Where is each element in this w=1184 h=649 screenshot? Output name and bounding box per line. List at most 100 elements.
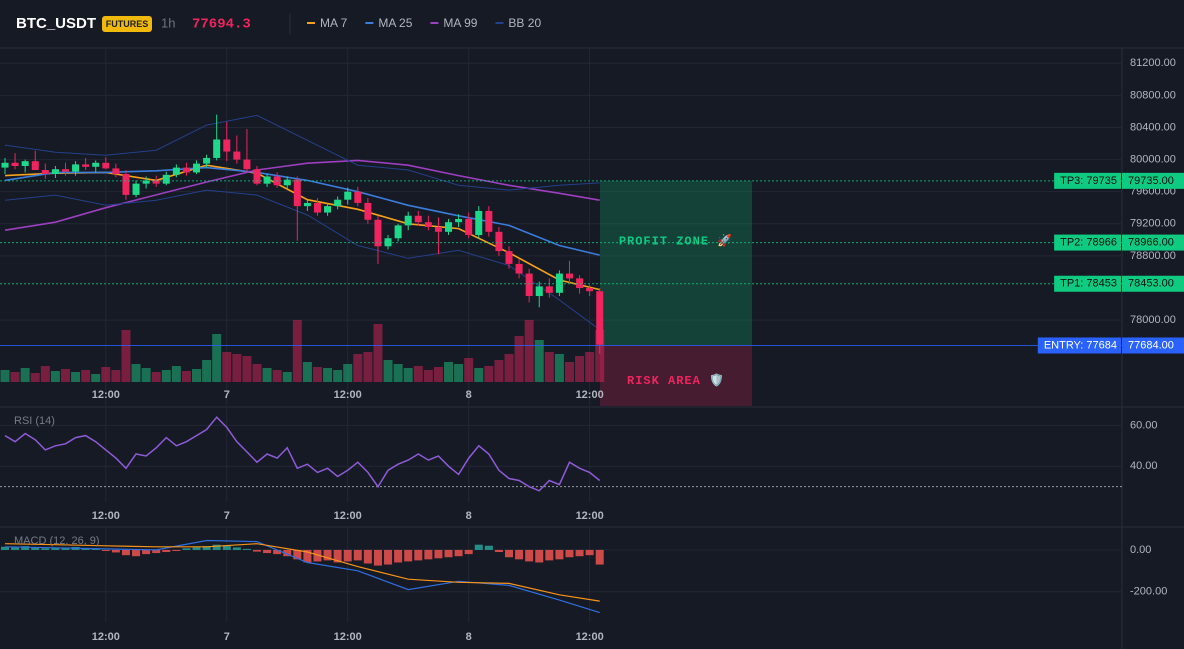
overlay-line bbox=[4, 159, 600, 231]
level-value-bg bbox=[1122, 234, 1184, 251]
histogram-bar bbox=[283, 549, 292, 557]
histogram-bar bbox=[232, 547, 241, 550]
histogram-bar bbox=[384, 549, 393, 565]
histogram-bar bbox=[414, 549, 423, 561]
candle-body bbox=[455, 218, 463, 223]
legend-label: MA 25 bbox=[378, 16, 412, 30]
histogram-bar bbox=[51, 547, 60, 550]
volume-bar bbox=[585, 352, 595, 382]
volume-bar bbox=[464, 358, 474, 382]
x-tick-label: 12:00 bbox=[334, 389, 362, 401]
zone bbox=[600, 345, 752, 406]
x-tick-label: 7 bbox=[224, 631, 230, 643]
histogram-bar bbox=[333, 549, 342, 563]
volume-bar bbox=[91, 374, 101, 382]
histogram-bar bbox=[303, 549, 312, 563]
candle-body bbox=[162, 174, 170, 184]
volume-bar bbox=[202, 360, 212, 382]
x-tick-label: 12:00 bbox=[334, 631, 362, 643]
y-tick-label: 81200.00 bbox=[1130, 57, 1176, 69]
candle-body bbox=[576, 278, 584, 289]
histogram-bar bbox=[474, 544, 483, 550]
volume-bar bbox=[40, 366, 50, 382]
y-tick-label: 80800.00 bbox=[1130, 89, 1176, 101]
candle-body bbox=[31, 161, 39, 171]
level-value: 78453.00 bbox=[1128, 278, 1174, 290]
histogram-bar bbox=[81, 548, 90, 550]
histogram-bar bbox=[363, 549, 372, 564]
candle-body bbox=[293, 179, 301, 207]
histogram-bar bbox=[111, 549, 120, 553]
histogram-bar bbox=[263, 549, 272, 554]
candle-body bbox=[565, 273, 573, 279]
candle-body bbox=[424, 222, 432, 227]
symbol: BTC_USDT bbox=[16, 15, 96, 32]
volume-bar bbox=[524, 320, 534, 382]
x-tick-label: 7 bbox=[224, 510, 230, 522]
histogram-bar bbox=[142, 549, 151, 555]
histogram-bar bbox=[565, 549, 574, 558]
candle-body bbox=[515, 263, 523, 274]
pane: PROFIT ZONE 🚀 RISK AREA 🛡️ 81200.00 80800.0… bbox=[0, 48, 1184, 406]
volume-bar bbox=[333, 370, 343, 382]
candle-body bbox=[485, 210, 493, 232]
level-value: 78966.00 bbox=[1128, 236, 1174, 248]
rsi-line bbox=[4, 416, 601, 492]
volume-bar bbox=[20, 368, 30, 382]
candle-body bbox=[334, 199, 342, 207]
x-tick-label: 12:00 bbox=[576, 510, 604, 522]
legend-label: BB 20 bbox=[508, 16, 541, 30]
volume-bar bbox=[131, 364, 141, 382]
level-label: ENTRY: 77684 bbox=[1044, 339, 1117, 351]
y-tick-label: 40.00 bbox=[1130, 460, 1158, 472]
candle-body bbox=[253, 169, 261, 184]
candle-body bbox=[41, 170, 49, 175]
histogram-bar bbox=[525, 549, 534, 562]
overlay-line bbox=[4, 166, 600, 256]
candle-body bbox=[11, 162, 19, 166]
level-value-bg bbox=[1122, 172, 1184, 189]
volume-bar bbox=[272, 370, 282, 382]
y-tick-label: 80000.00 bbox=[1130, 153, 1176, 165]
volume-bar bbox=[575, 356, 585, 382]
volume-bar bbox=[161, 370, 171, 382]
volume-bar bbox=[10, 372, 20, 382]
level-label-bg bbox=[1054, 172, 1121, 189]
level-value: 79735.00 bbox=[1128, 175, 1174, 187]
interval: 1h bbox=[161, 15, 175, 30]
candle-body bbox=[324, 206, 332, 213]
volume-bar bbox=[302, 362, 312, 382]
volume-bar bbox=[564, 362, 574, 382]
histogram-bar bbox=[192, 547, 201, 550]
histogram-bar bbox=[101, 549, 110, 551]
candle-body bbox=[233, 151, 241, 160]
level-label: TP3: 79735 bbox=[1060, 175, 1117, 187]
volume-bar bbox=[433, 367, 443, 382]
candle-body bbox=[586, 288, 594, 292]
volume-bar bbox=[60, 369, 70, 382]
y-tick-label: 0.00 bbox=[1130, 544, 1151, 556]
volume-bar bbox=[0, 370, 10, 382]
pane: 60.00 40.00 12:00 7 12:00 8 12:00 RSI (14) bbox=[0, 408, 1158, 522]
histogram-bar bbox=[273, 549, 282, 555]
x-tick-label: 12:00 bbox=[92, 389, 120, 401]
volume-bar bbox=[454, 364, 464, 382]
candle-body bbox=[203, 157, 211, 164]
candle-body bbox=[465, 218, 473, 236]
volume-bar bbox=[81, 370, 91, 382]
histogram-bar bbox=[1, 546, 9, 550]
candle-body bbox=[132, 183, 140, 195]
histogram-bar bbox=[555, 549, 564, 560]
candle-body bbox=[51, 169, 59, 175]
volume-bar bbox=[494, 360, 504, 382]
level-label-bg bbox=[1054, 275, 1121, 292]
histogram-bar bbox=[404, 549, 413, 562]
candle-body bbox=[445, 222, 453, 232]
histogram-bar bbox=[505, 549, 513, 558]
y-tick-label: -200.00 bbox=[1130, 586, 1167, 598]
pane: 0.00 -200.00 12:00 7 12:00 8 12:00 MACD (12, 26… bbox=[0, 528, 1167, 643]
histogram-bar bbox=[91, 548, 100, 550]
volume-bar bbox=[151, 372, 161, 382]
histogram-bar bbox=[484, 545, 493, 550]
candle-body bbox=[182, 167, 190, 173]
